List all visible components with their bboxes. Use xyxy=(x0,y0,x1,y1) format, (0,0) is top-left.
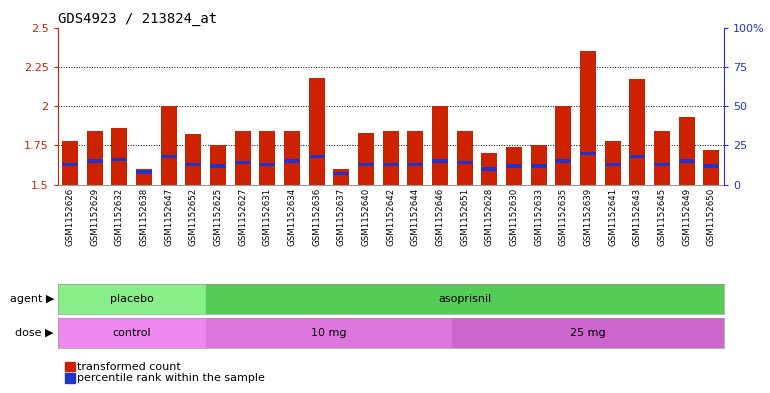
Bar xyxy=(432,160,448,163)
Bar xyxy=(161,155,177,158)
Bar xyxy=(679,160,695,163)
Bar xyxy=(206,318,453,348)
Bar xyxy=(604,141,621,185)
Bar xyxy=(136,169,152,185)
Bar xyxy=(112,158,128,161)
Bar xyxy=(358,133,374,185)
Bar xyxy=(654,163,670,166)
Bar xyxy=(679,117,695,185)
Bar xyxy=(259,163,276,166)
Text: dose ▶: dose ▶ xyxy=(15,328,54,338)
Bar xyxy=(309,78,325,185)
Bar xyxy=(604,163,621,166)
Bar xyxy=(235,161,251,164)
Bar xyxy=(161,106,177,185)
Bar xyxy=(453,318,724,348)
Bar xyxy=(407,163,424,166)
Bar xyxy=(284,160,300,163)
Bar xyxy=(481,167,497,171)
Bar xyxy=(580,152,596,155)
Text: 25 mg: 25 mg xyxy=(571,328,606,338)
Bar xyxy=(457,131,473,185)
Bar xyxy=(555,160,571,163)
Bar xyxy=(62,141,78,185)
Text: GDS4923 / 213824_at: GDS4923 / 213824_at xyxy=(58,13,217,26)
Text: transformed count: transformed count xyxy=(77,362,181,372)
Bar xyxy=(432,106,448,185)
Bar xyxy=(333,169,350,185)
Bar xyxy=(704,164,719,167)
Bar xyxy=(457,161,473,164)
Bar xyxy=(531,145,547,185)
Bar xyxy=(629,79,645,185)
Bar xyxy=(87,131,102,185)
Bar xyxy=(383,131,399,185)
Bar xyxy=(531,164,547,167)
Bar xyxy=(506,164,522,167)
Bar xyxy=(186,134,202,185)
Bar xyxy=(333,172,350,175)
Bar xyxy=(580,51,596,185)
Bar xyxy=(383,163,399,166)
Bar xyxy=(62,163,78,166)
Bar xyxy=(58,284,206,314)
Text: 10 mg: 10 mg xyxy=(311,328,346,338)
Bar xyxy=(58,318,206,348)
Bar xyxy=(629,155,645,158)
Bar xyxy=(654,131,670,185)
Text: placebo: placebo xyxy=(110,294,154,304)
Bar xyxy=(506,147,522,185)
Bar xyxy=(309,155,325,158)
Bar xyxy=(481,153,497,185)
Bar xyxy=(259,131,276,185)
Bar xyxy=(358,163,374,166)
Bar xyxy=(555,106,571,185)
Text: control: control xyxy=(112,328,151,338)
Bar xyxy=(210,145,226,185)
Bar xyxy=(87,160,102,163)
Text: asoprisnil: asoprisnil xyxy=(438,294,491,304)
Bar xyxy=(284,131,300,185)
Text: percentile rank within the sample: percentile rank within the sample xyxy=(77,373,265,384)
Bar xyxy=(210,164,226,167)
Bar xyxy=(206,284,724,314)
Bar xyxy=(186,163,202,166)
Text: agent ▶: agent ▶ xyxy=(9,294,54,304)
Bar xyxy=(704,150,719,185)
Bar xyxy=(136,171,152,174)
Bar xyxy=(407,131,424,185)
Bar xyxy=(235,131,251,185)
Bar xyxy=(112,128,128,185)
